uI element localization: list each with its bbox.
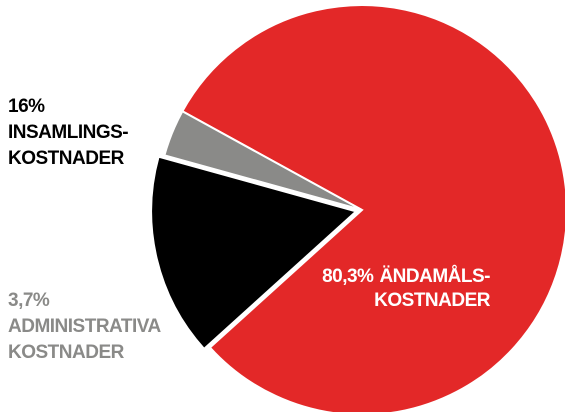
category-label: ADMINISTRATIVA [8, 316, 162, 337]
pie-slice [163, 109, 363, 211]
value-label: 3,7% [8, 290, 50, 311]
pie-slice [150, 155, 359, 351]
category-label: INSAMLINGS- [8, 122, 128, 143]
category-label: ÄNDAMÅLS- [379, 266, 490, 287]
pie-slice [180, 4, 565, 412]
value-label: 80,3% [322, 266, 374, 287]
category-label: KOSTNADER [8, 148, 125, 169]
category-label: KOSTNADER [8, 342, 125, 363]
value-label: 16% [8, 96, 45, 117]
category-label: KOSTNADER [374, 290, 491, 311]
slice-label: 80,3% ÄNDAMÅLS- [322, 266, 490, 287]
